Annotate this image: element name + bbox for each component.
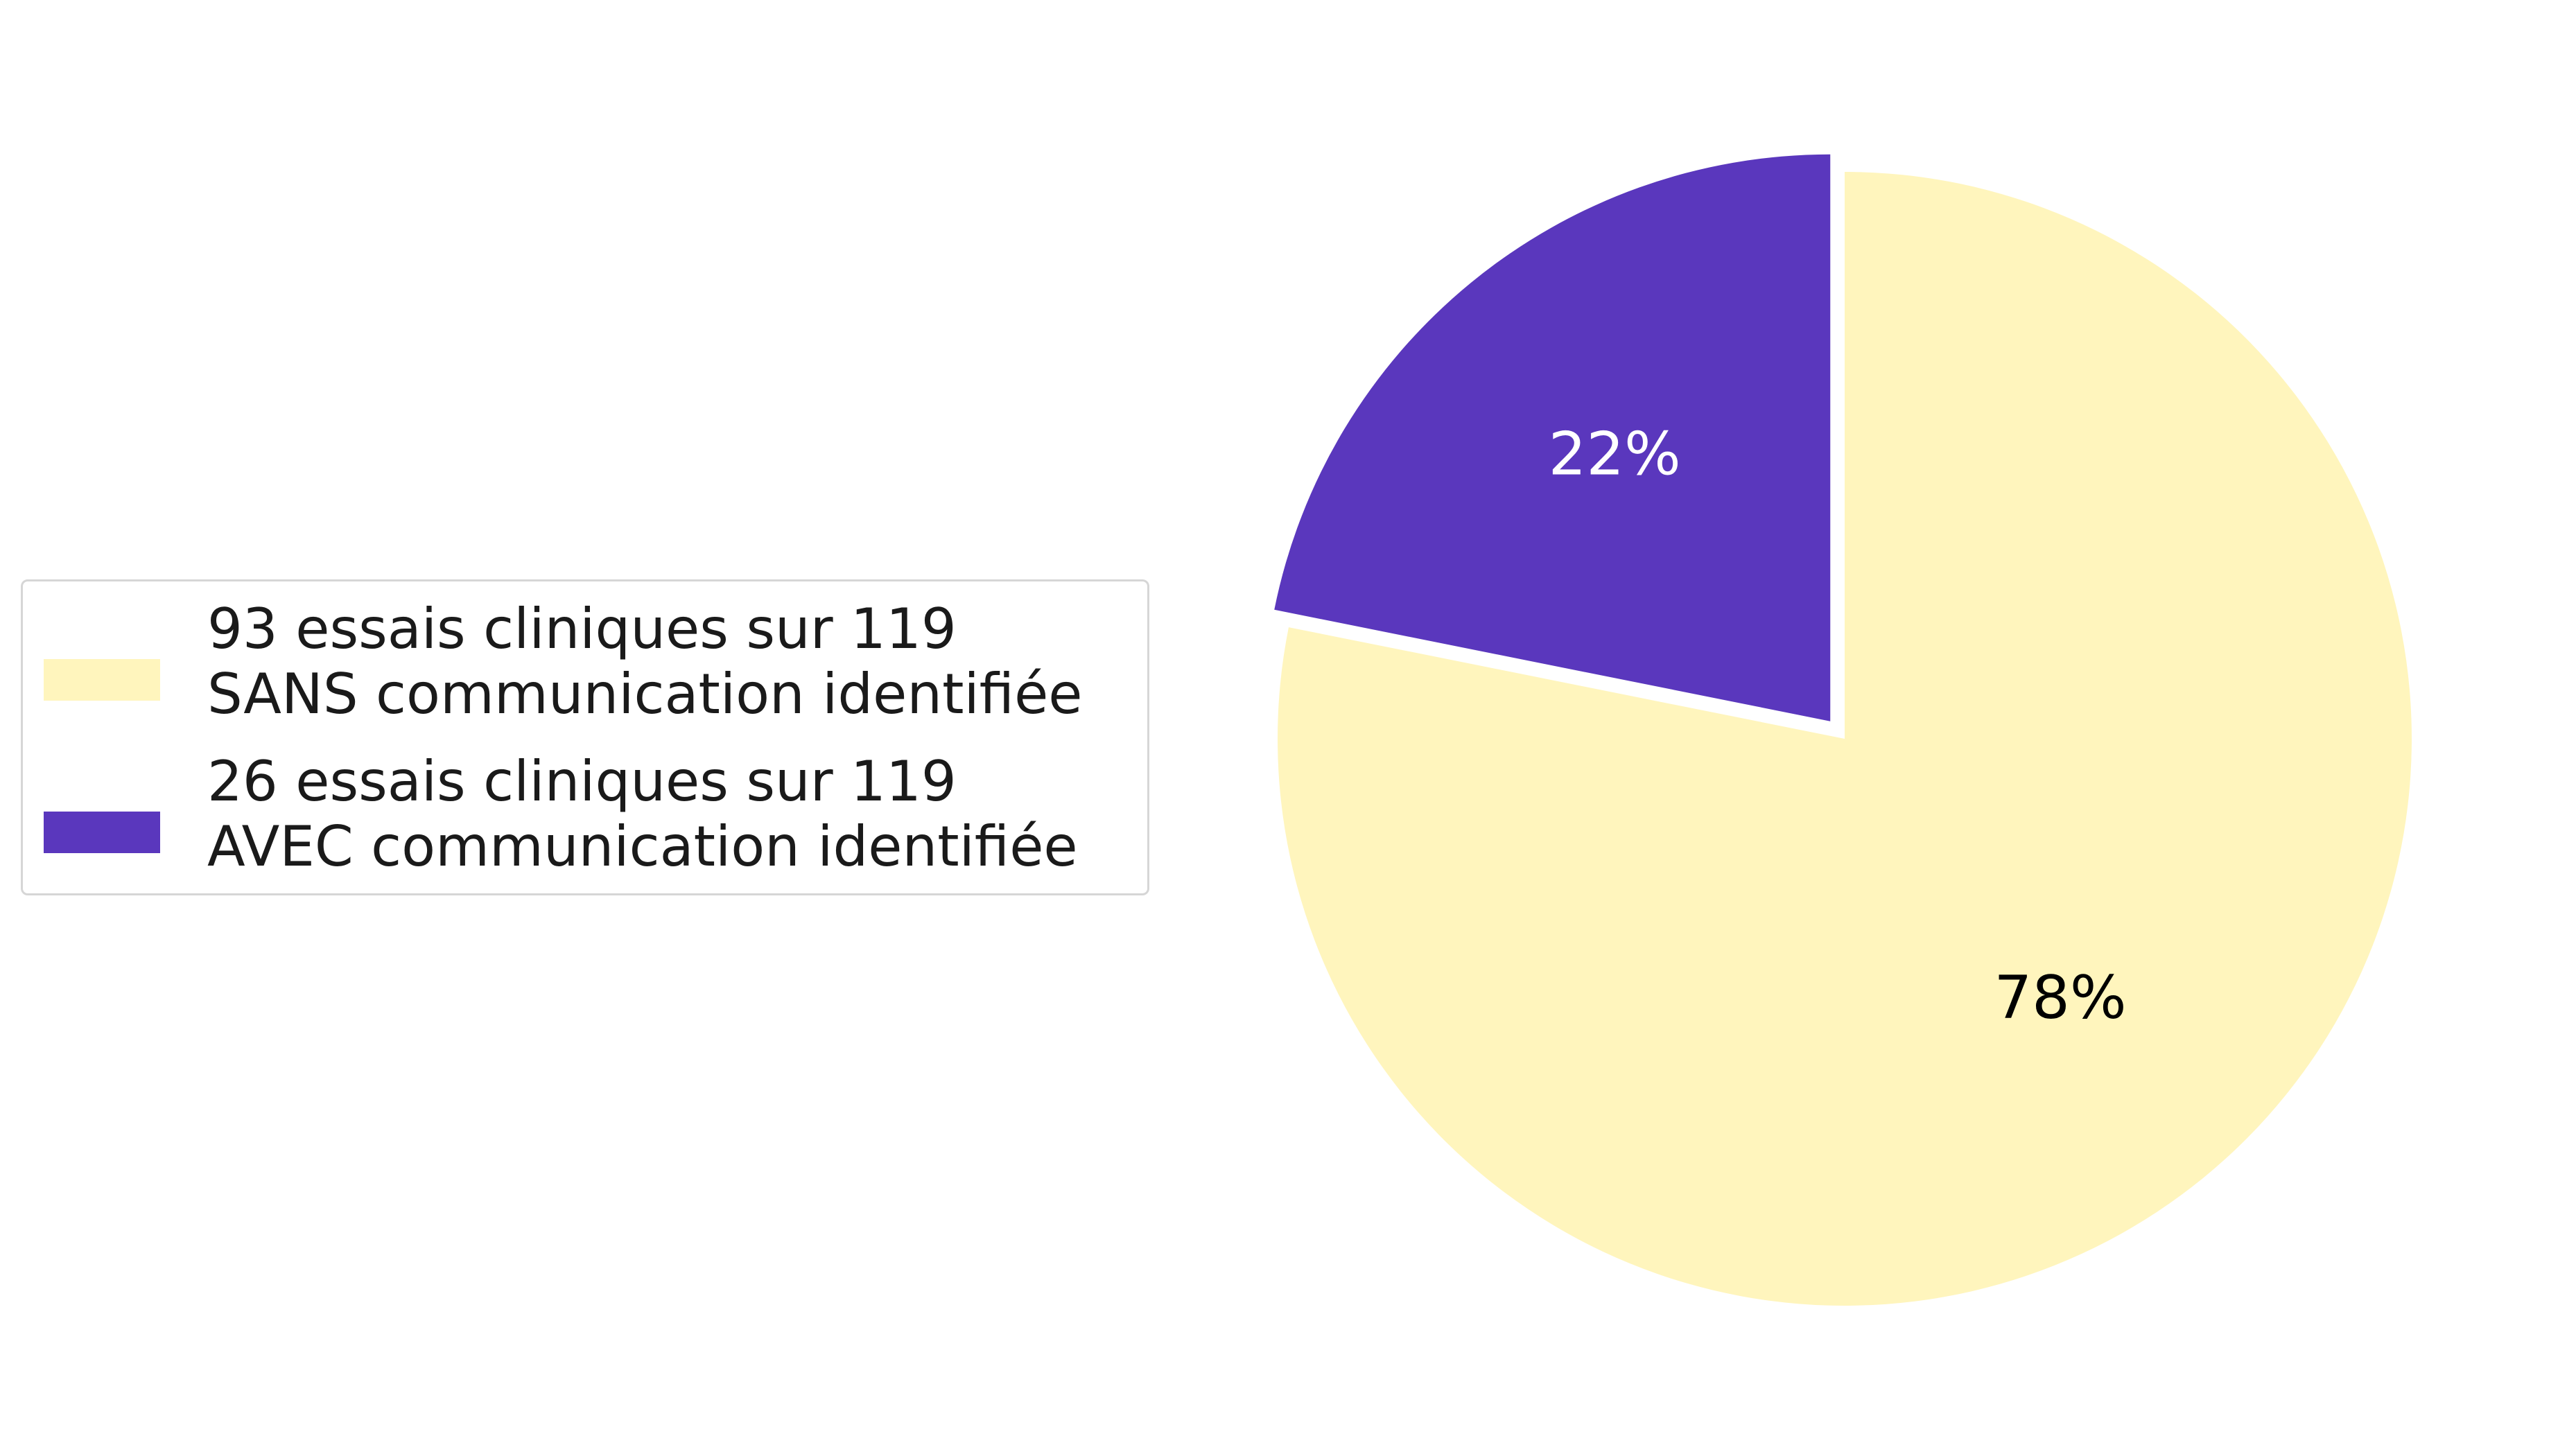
pie-label-sans-communication: 78% — [1994, 963, 2126, 1033]
pie-slice-avec-communication — [1274, 154, 1831, 721]
legend-label-avec-communication: 26 essais cliniques sur 119 AVEC communi… — [207, 749, 1078, 879]
chart-legend: 93 essais cliniques sur 119 SANS communi… — [21, 579, 1149, 895]
legend-item-avec-communication: 26 essais cliniques sur 119 AVEC communi… — [23, 749, 1147, 888]
pie-label-avec-communication: 22% — [1549, 419, 1681, 489]
legend-swatch-avec-communication — [44, 812, 160, 853]
legend-item-sans-communication: 93 essais cliniques sur 119 SANS communi… — [23, 597, 1147, 735]
legend-swatch-sans-communication — [44, 659, 160, 701]
legend-label-sans-communication: 93 essais cliniques sur 119 SANS communi… — [207, 597, 1083, 726]
pie-slice-sans-communication — [1277, 172, 2412, 1306]
